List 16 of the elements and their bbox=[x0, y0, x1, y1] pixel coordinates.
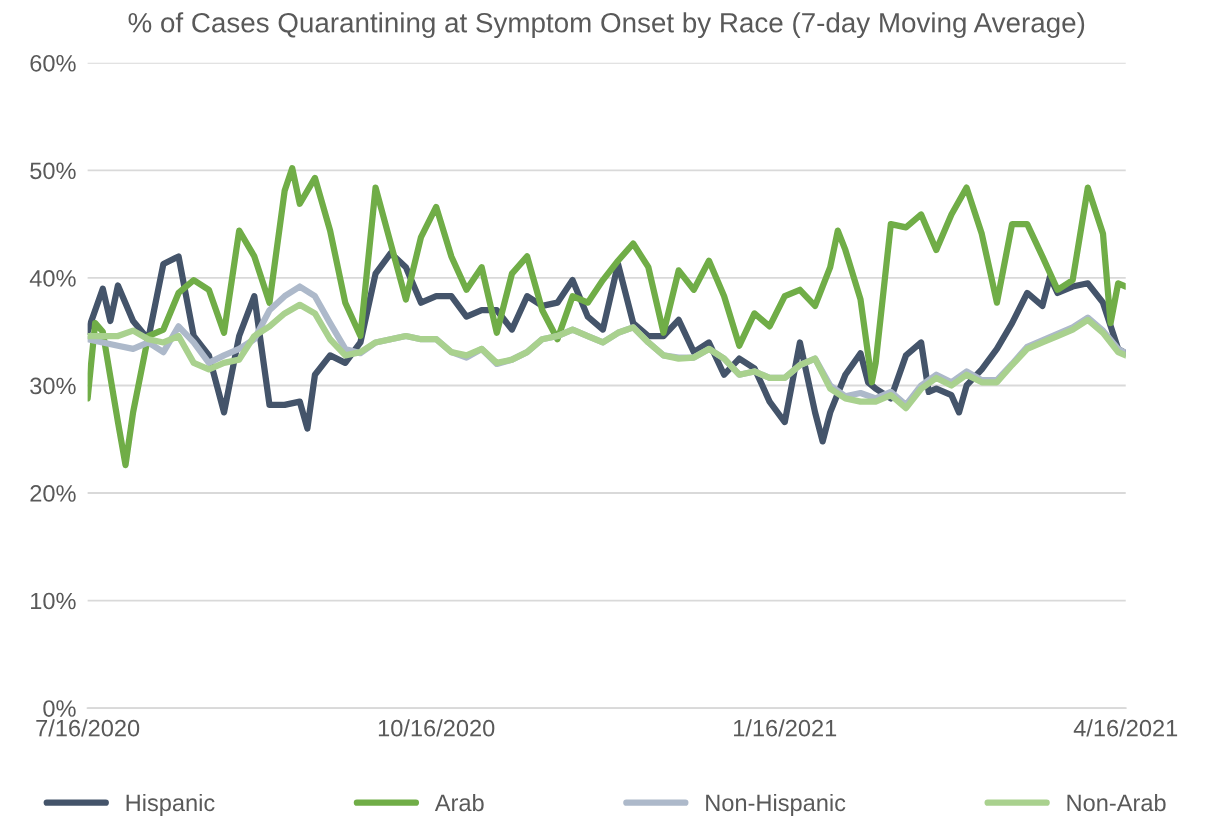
y-tick-label: 10% bbox=[31, 592, 76, 610]
y-tick-label: 60% bbox=[30, 54, 76, 72]
legend-label: Arab bbox=[434, 793, 484, 812]
y-tick-label: 20% bbox=[30, 485, 76, 502]
x-tick-label: 7/16/2020 bbox=[36, 719, 140, 737]
x-tick-label: 10/16/2020 bbox=[378, 719, 495, 737]
legend-label: Hispanic bbox=[126, 793, 215, 816]
x-tick-label: 4/16/2021 bbox=[1073, 719, 1178, 737]
legend-label: Non-Hispanic bbox=[706, 793, 846, 816]
chart-title: % of Cases Quarantining at Symptom Onset by Race (7-day Moving Average) bbox=[128, 12, 1085, 39]
y-tick-label: 30% bbox=[30, 377, 76, 395]
legend-label: Non-Arab bbox=[1067, 793, 1166, 812]
y-tick-label: 50% bbox=[30, 162, 76, 180]
y-tick-label: 0% bbox=[43, 700, 76, 717]
x-tick-label: 1/16/2021 bbox=[734, 719, 837, 737]
y-tick-label: 40% bbox=[29, 270, 76, 287]
